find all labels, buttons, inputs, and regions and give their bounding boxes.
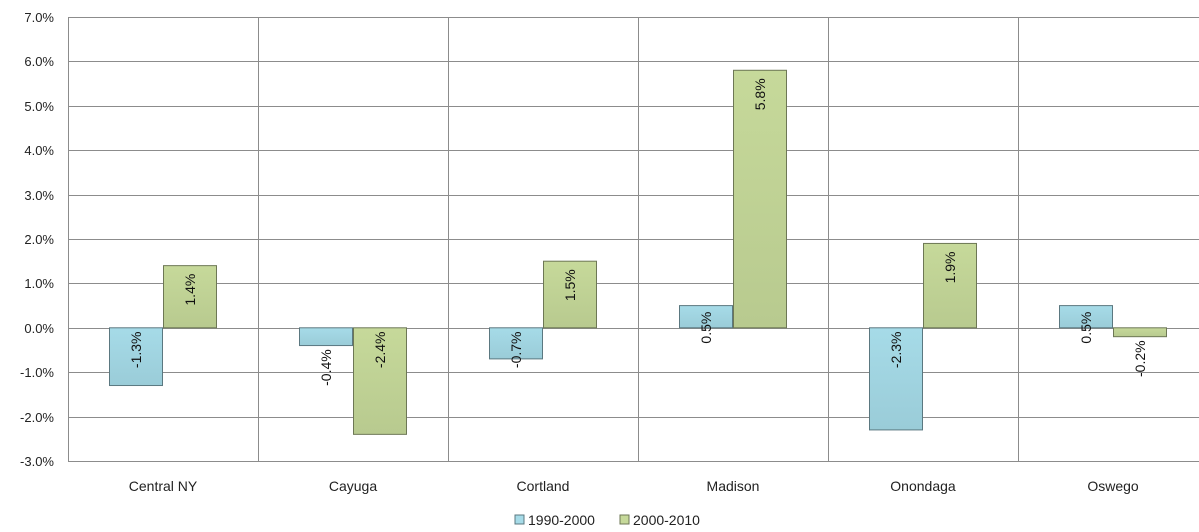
bar-2000-2010-Cortland: [543, 260, 597, 329]
bar-2000-2010-Oswego: [1113, 327, 1167, 338]
category-label: Cortland: [517, 478, 570, 494]
bar-2000-2010-Central NY: [163, 265, 217, 329]
bar-2000-2010-Onondaga: [923, 242, 977, 329]
bar-2000-2010-Madison: [733, 69, 787, 329]
y-tick-label: 4.0%: [24, 143, 54, 158]
data-label: -0.7%: [508, 332, 524, 369]
y-axis-tick-labels: -3.0% -2.0% -1.0% 0.0% 1.0% 2.0% 3.0% 4.0% 5.0% 6…: [20, 10, 54, 469]
legend-label: 1990-2000: [528, 512, 595, 528]
bar-1990-2000-Cortland: [489, 327, 543, 360]
data-label: -0.4%: [318, 349, 334, 386]
bar-1990-2000-Madison: [679, 305, 733, 329]
y-tick-label: 0.0%: [24, 321, 54, 336]
bar-1990-2000-Onondaga: [869, 327, 923, 431]
data-label: 5.8%: [752, 78, 768, 110]
legend-swatch: [619, 514, 630, 525]
category-label: Central NY: [129, 478, 198, 494]
legend-label: 2000-2010: [633, 512, 700, 528]
bar-1990-2000-Central NY: [109, 327, 163, 387]
data-label: -2.4%: [372, 332, 388, 369]
data-label: 0.5%: [698, 312, 714, 344]
y-tick-label: 6.0%: [24, 54, 54, 69]
bar-1990-2000-Cayuga: [299, 327, 353, 347]
data-label: 1.9%: [942, 251, 958, 283]
y-tick-label: 2.0%: [24, 232, 54, 247]
data-label: 1.4%: [182, 274, 198, 306]
data-labels: -1.3% 1.4% -0.4% -2.4% -0.7% 1.5% 0.5% 5.8% -2.3…: [128, 78, 1148, 386]
category-label: Oswego: [1087, 478, 1139, 494]
data-label: 1.5%: [562, 269, 578, 301]
bar-1990-2000-Oswego: [1059, 305, 1113, 329]
data-label: -1.3%: [128, 332, 144, 369]
bar-2000-2010-Cayuga: [353, 327, 407, 435]
data-label: -2.3%: [888, 332, 904, 369]
y-tick-label: -2.0%: [20, 410, 54, 425]
legend-item: 2000-2010: [619, 512, 700, 528]
x-axis-category-labels: Central NY Cayuga Cortland Madison Onondaga O…: [129, 478, 1139, 494]
gridlines: [68, 17, 1199, 462]
legend-item: 1990-2000: [514, 512, 595, 528]
y-tick-label: 7.0%: [24, 10, 54, 25]
bars: [109, 69, 1167, 435]
y-tick-label: 1.0%: [24, 276, 54, 291]
category-label: Onondaga: [890, 478, 956, 494]
y-tick-label: -3.0%: [20, 454, 54, 469]
data-label: -0.2%: [1132, 340, 1148, 377]
y-tick-label: 5.0%: [24, 99, 54, 114]
legend: 1990-2000 2000-2010: [514, 512, 700, 528]
y-tick-label: -1.0%: [20, 365, 54, 380]
category-label: Madison: [707, 478, 760, 494]
data-label: 0.5%: [1078, 312, 1094, 344]
category-label: Cayuga: [329, 478, 377, 494]
y-tick-label: 3.0%: [24, 188, 54, 203]
legend-swatch: [514, 514, 525, 525]
